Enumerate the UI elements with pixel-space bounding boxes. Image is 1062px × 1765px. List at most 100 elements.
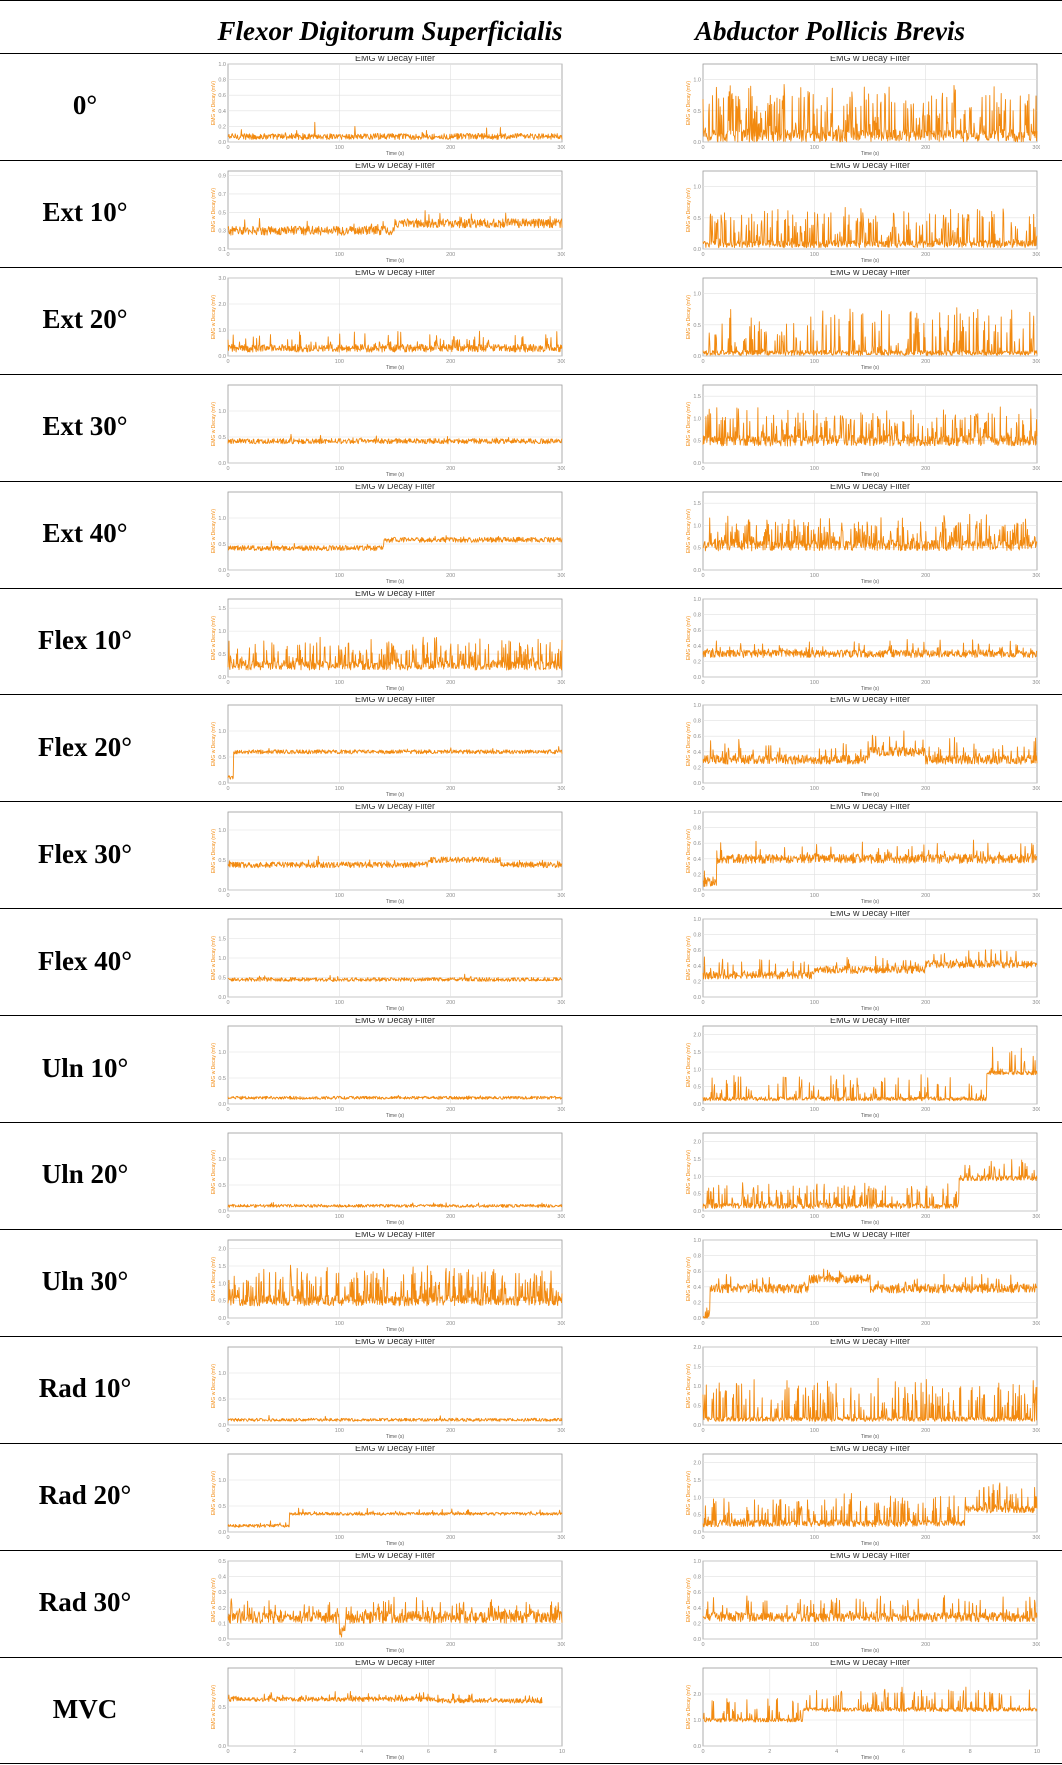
plot-frame: [702, 1453, 1038, 1533]
y-tick-label: 1.0: [693, 1238, 701, 1244]
x-axis-label: Time (s): [861, 1113, 879, 1118]
x-tick-label: 300: [557, 145, 565, 151]
x-tick-label: 100: [810, 1107, 819, 1113]
emg-chart: 0.0 0.5 1.0 1.5 0 100 200 300 Time (s) EMG w Deca…: [210, 911, 567, 1012]
row-label: Flex 30°: [37, 839, 133, 869]
x-tick-label: 0: [226, 573, 229, 579]
x-tick-label: 100: [810, 1000, 819, 1006]
x-tick-label: 200: [446, 893, 455, 899]
emg-chart-svg: EMG w Decay Filter 0.0 0.5 1.0 0 100 200 300 Tim…: [686, 267, 1042, 371]
x-tick-label: 0: [226, 1107, 229, 1113]
row-divider: [0, 374, 1062, 375]
emg-chart-svg: EMG w Decay Filter 0.0 0.5 1.0 0 100 200 300 Tim…: [211, 1015, 567, 1119]
x-tick-label: 200: [921, 466, 930, 472]
y-axis-label: EMG w Decay (mV): [686, 188, 692, 233]
row-label: Uln 10°: [41, 1053, 129, 1083]
y-tick-label: 0.4: [218, 1575, 226, 1581]
emg-trace: [227, 636, 563, 671]
emg-chart-svg: EMG w Decay Filter 0.0 0.5 1.0 0 100 200 300 Tim…: [211, 1443, 567, 1547]
y-tick-label: 0.0: [218, 675, 226, 681]
x-tick-label: 0: [701, 145, 704, 151]
x-tick-label: 100: [335, 1321, 344, 1327]
plot-frame: [702, 1132, 1038, 1212]
y-tick-label: 0.6: [693, 628, 701, 634]
row-divider: [0, 1550, 1062, 1551]
x-axis-label: Time (s): [861, 1220, 879, 1225]
y-tick-label: 0.5: [218, 755, 226, 761]
y-tick-label: 1.5: [693, 394, 701, 400]
x-tick-label: 300: [1032, 1428, 1040, 1434]
plot-frame: [702, 918, 1038, 998]
emg-chart-svg: EMG w Decay Filter 0.0 0.5 1.0 1.5 2.0 0 100 200…: [686, 1336, 1042, 1440]
emg-chart: EMG w Decay Filter 0.1 0.3 0.5 0.7 0.9 0 100 200…: [210, 160, 567, 264]
x-tick-label: 200: [921, 1107, 930, 1113]
plot-frame: [227, 1025, 563, 1105]
emg-chart-svg: EMG w Decay Filter 0.0 0.2 0.4 0.6 0.8 1.0 0 100…: [686, 801, 1042, 905]
emg-chart: EMG w Decay Filter 0.0 1.0 2.0 0 2 4 6 8 10 Time (…: [685, 1657, 1040, 1761]
x-tick-label: 200: [446, 1107, 455, 1113]
emg-chart: EMG w Decay Filter 0.0 0.5 1.0 0 100 200 300 Tim…: [685, 160, 1042, 264]
y-tick-label: 0.5: [693, 1192, 701, 1198]
y-tick-label: 0.2: [218, 1606, 226, 1612]
y-tick-label: 2.0: [693, 1033, 701, 1039]
y-axis-label: EMG w Decay (mV): [686, 509, 692, 554]
chart-title: EMG w Decay Filter: [830, 163, 910, 170]
y-axis-label: EMG w Decay (mV): [686, 1150, 692, 1195]
x-tick-label: 300: [557, 1214, 565, 1220]
y-axis-label: EMG w Decay (mV): [211, 81, 217, 126]
y-tick-label: 0.0: [693, 1530, 701, 1536]
x-axis-label: Time (s): [861, 686, 879, 691]
emg-chart: EMG w Decay Filter 0.0 0.5 1.0 0 100 200 300 Tim…: [210, 694, 567, 798]
emg-chart: EMG w Decay Filter 0.0 1.0 2.0 3.0 0 100 200 300…: [210, 267, 567, 371]
x-tick-label: 100: [335, 1000, 344, 1006]
x-tick-label: 100: [810, 680, 819, 686]
y-tick-label: 0.2: [693, 872, 701, 878]
y-tick-label: 0.6: [693, 1590, 701, 1596]
x-tick-label: 200: [446, 1214, 455, 1220]
x-axis-label: Time (s): [386, 1434, 404, 1439]
x-tick-label: 0: [226, 359, 229, 365]
row-divider: [0, 801, 1062, 802]
chart-title: EMG w Decay Filter: [830, 484, 910, 491]
y-tick-label: 1.0: [218, 629, 226, 635]
x-tick-label: 300: [557, 1428, 565, 1434]
chart-title: EMG w Decay Filter: [830, 1339, 910, 1346]
x-axis-label: Time (s): [386, 1006, 404, 1011]
y-axis-label: EMG w Decay (mV): [686, 1685, 692, 1730]
column-header-apb: Abductor Pollicis Brevis: [695, 16, 965, 46]
y-tick-label: 0.4: [218, 109, 226, 115]
emg-trace: [702, 1046, 1038, 1102]
emg-chart-svg: EMG w Decay Filter 0.0 0.5 1.0 0 100 200 300 Tim…: [211, 694, 567, 798]
y-tick-label: 1.0: [693, 703, 701, 709]
x-tick-label: 200: [921, 1642, 930, 1648]
x-axis-label: Time (s): [386, 1541, 404, 1546]
x-tick-label: 10: [559, 1749, 565, 1755]
x-tick-label: 100: [335, 252, 344, 258]
emg-trace: [702, 1686, 1038, 1723]
y-tick-label: 0.2: [693, 979, 701, 985]
y-tick-label: 1.0: [693, 1067, 701, 1073]
x-tick-label: 100: [335, 573, 344, 579]
x-tick-label: 0: [226, 1000, 229, 1006]
x-axis-label: Time (s): [386, 472, 404, 477]
y-tick-label: 0.0: [693, 568, 701, 574]
x-tick-label: 0: [226, 1428, 229, 1434]
x-tick-label: 300: [557, 466, 565, 472]
y-tick-label: 0.5: [693, 1404, 701, 1410]
x-tick-label: 100: [335, 1535, 344, 1541]
chart-title: EMG w Decay Filter: [830, 1446, 910, 1453]
x-tick-label: 0: [226, 893, 229, 899]
y-tick-label: 0.0: [218, 995, 226, 1001]
x-axis-label: Time (s): [861, 792, 879, 797]
row-label: Rad 20°: [38, 1480, 132, 1510]
row-label: MVC: [52, 1694, 118, 1724]
y-tick-label: 1.0: [218, 1157, 226, 1163]
x-tick-label: 0: [226, 145, 229, 151]
x-tick-label: 100: [335, 1642, 344, 1648]
x-tick-label: 200: [921, 680, 930, 686]
row-label: Uln 30°: [41, 1266, 129, 1296]
emg-trace: [702, 639, 1038, 658]
x-tick-label: 300: [557, 1535, 565, 1541]
y-tick-label: 1.0: [218, 1478, 226, 1484]
